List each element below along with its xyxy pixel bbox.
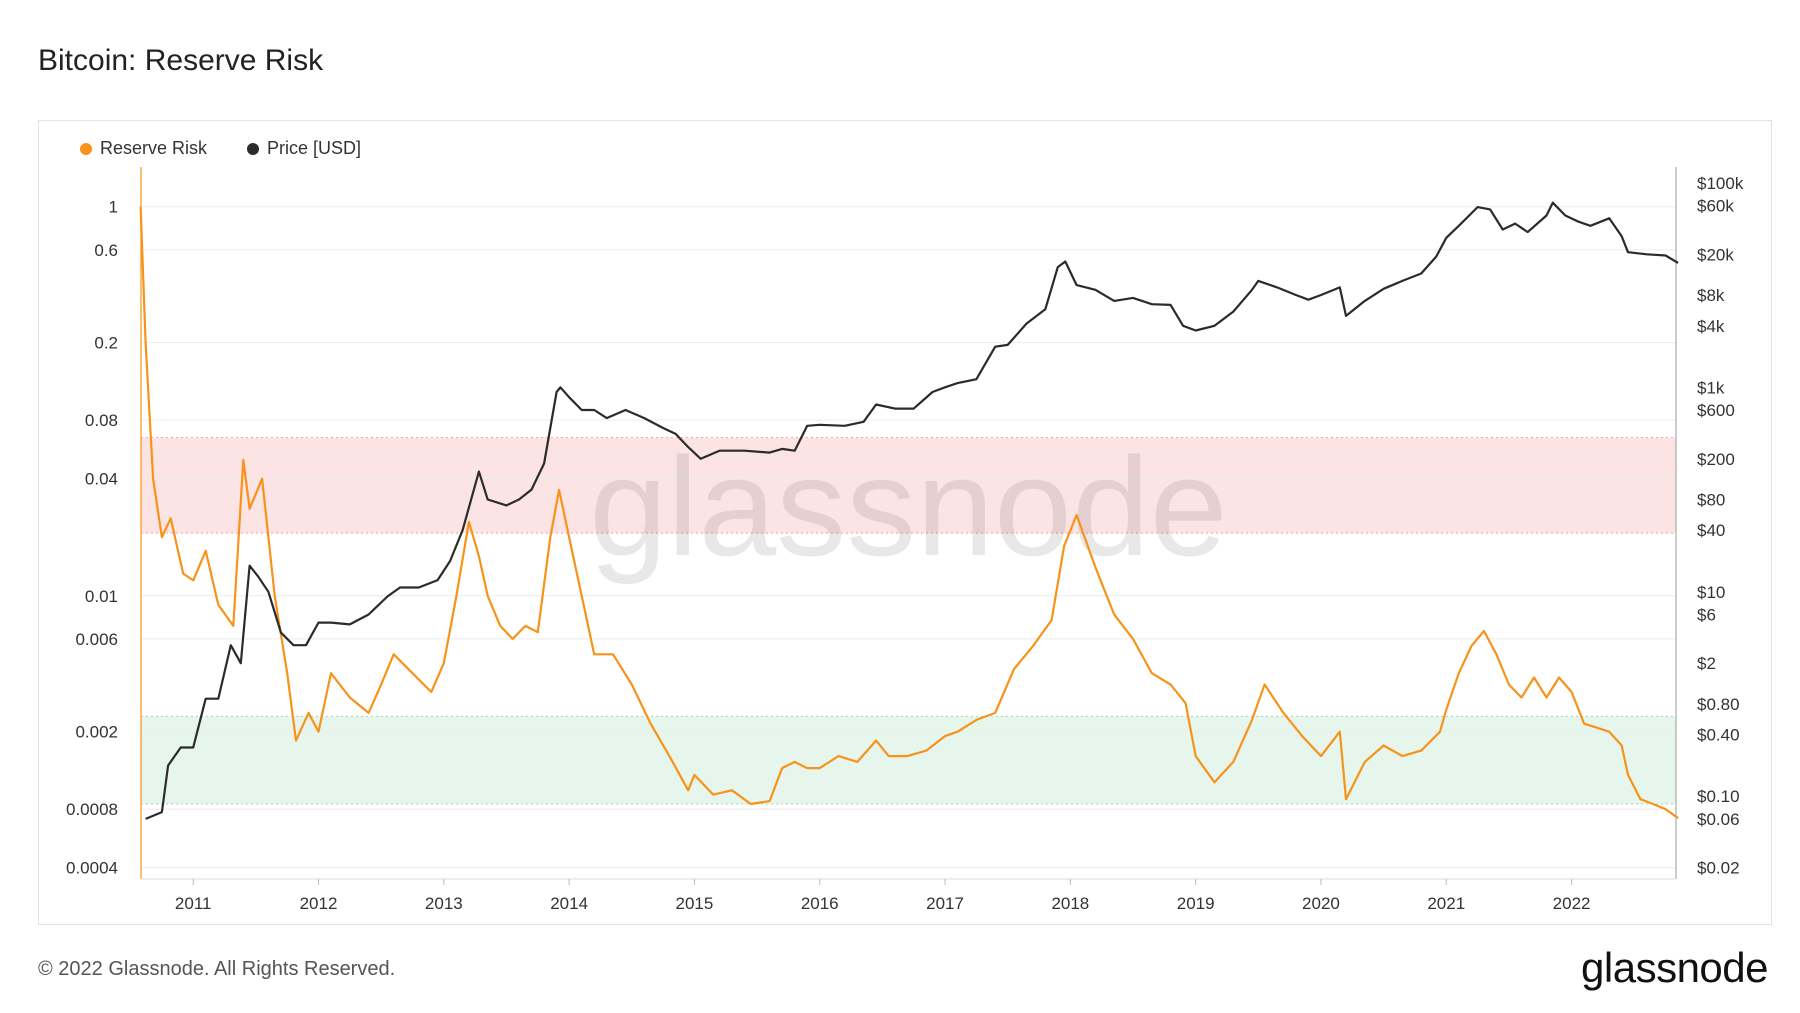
series-line-reserve-risk bbox=[139, 206, 1679, 819]
footer-copyright: © 2022 Glassnode. All Rights Reserved. bbox=[38, 958, 396, 980]
page-title: Bitcoin: Reserve Risk bbox=[38, 44, 324, 77]
band-0 bbox=[141, 437, 1676, 534]
y-right-tick-label: $0.02 bbox=[1697, 859, 1740, 878]
x-tick-label: 2011 bbox=[175, 894, 212, 913]
band-1 bbox=[141, 716, 1676, 805]
y-right-tick-label: $4k bbox=[1697, 317, 1725, 336]
y-right-tick-label: $100k bbox=[1697, 174, 1744, 193]
x-tick-label: 2017 bbox=[926, 894, 964, 913]
x-tick-label: 2014 bbox=[550, 894, 588, 913]
y-right-tick-label: $6 bbox=[1697, 605, 1716, 624]
x-tick-label: 2021 bbox=[1427, 894, 1465, 913]
y-right-tick-label: $1k bbox=[1697, 378, 1725, 397]
y-left-tick-label: 0.01 bbox=[85, 587, 118, 606]
y-left-tick-label: 0.6 bbox=[94, 241, 118, 260]
x-tick-label: 2022 bbox=[1553, 894, 1591, 913]
y-right-tick-label: $600 bbox=[1697, 401, 1735, 420]
y-right-tick-label: $80 bbox=[1697, 490, 1725, 509]
y-right-tick-label: $0.10 bbox=[1697, 787, 1740, 806]
footer-logo[interactable]: glassnode bbox=[1581, 944, 1768, 991]
y-right-tick-label: $10 bbox=[1697, 583, 1725, 602]
y-right-tick-label: $2 bbox=[1697, 654, 1716, 673]
legend-label-reserve-risk: Reserve Risk bbox=[100, 138, 208, 158]
legend-item-reserve-risk[interactable]: Reserve Risk bbox=[80, 138, 207, 159]
y-left-tick-label: 0.0008 bbox=[66, 800, 118, 819]
y-left-tick-label: 0.002 bbox=[75, 723, 118, 742]
watermark: glassnode bbox=[589, 428, 1227, 585]
legend-label-price: Price [USD] bbox=[267, 138, 362, 158]
y-left-tick-label: 0.08 bbox=[85, 411, 118, 430]
x-tick-label: 2019 bbox=[1177, 894, 1215, 913]
chart-legend: Reserve Risk Price [USD] bbox=[80, 138, 361, 159]
x-tick-label: 2016 bbox=[801, 894, 839, 913]
y-left-tick-label: 0.2 bbox=[94, 334, 118, 353]
x-tick-label: 2013 bbox=[425, 894, 463, 913]
legend-dot-price bbox=[247, 142, 260, 155]
y-right-tick-label: $8k bbox=[1697, 286, 1725, 305]
y-right-tick-label: $20k bbox=[1697, 245, 1734, 264]
y-left-tick-label: 1 bbox=[109, 198, 118, 217]
y-left-tick-label: 0.006 bbox=[75, 630, 118, 649]
y-right-tick-label: $200 bbox=[1697, 450, 1735, 469]
x-tick-label: 2012 bbox=[300, 894, 338, 913]
y-left-tick-label: 0.0004 bbox=[66, 859, 118, 878]
y-right-tick-label: $40 bbox=[1697, 521, 1725, 540]
x-tick-label: 2018 bbox=[1051, 894, 1089, 913]
y-right-tick-label: $0.06 bbox=[1697, 810, 1740, 829]
y-right-tick-label: $0.40 bbox=[1697, 726, 1740, 745]
chart-frame bbox=[38, 120, 1772, 925]
legend-dot-reserve-risk bbox=[80, 142, 92, 155]
y-left-tick-label: 0.04 bbox=[85, 470, 118, 489]
legend-item-price[interactable]: Price [USD] bbox=[247, 138, 361, 159]
x-tick-label: 2015 bbox=[676, 894, 714, 913]
x-tick-label: 2020 bbox=[1302, 894, 1340, 913]
y-right-tick-label: $60k bbox=[1697, 197, 1734, 216]
y-right-tick-label: $0.80 bbox=[1697, 695, 1740, 714]
series-line-price bbox=[145, 201, 1679, 820]
